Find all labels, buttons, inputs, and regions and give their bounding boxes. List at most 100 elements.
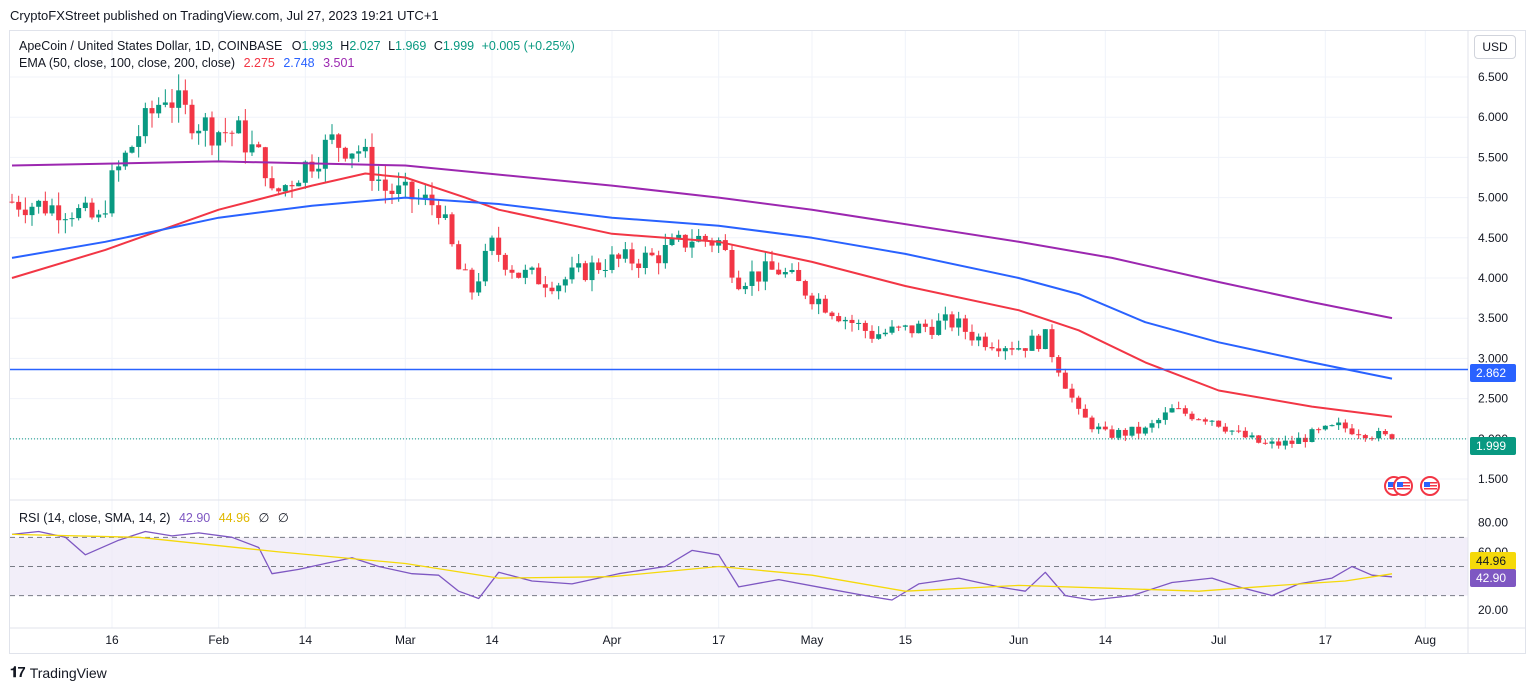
candle-body: [542, 284, 548, 288]
candle-body: [736, 277, 742, 290]
rsi-tag: 42.90: [1470, 569, 1516, 587]
candle-body: [1156, 419, 1162, 424]
candle-body: [76, 208, 82, 219]
ema-line-ema-200: [11, 160, 1393, 320]
candle-body: [1056, 357, 1062, 373]
candle-body: [336, 134, 342, 148]
candle-body: [1176, 408, 1182, 410]
price-tick-label: 2.500: [1478, 392, 1508, 406]
candle-body: [1282, 440, 1288, 446]
rsi-legend: RSI (14, close, SMA, 14, 2) 42.90 44.96 …: [19, 510, 289, 525]
candle-body: [849, 319, 855, 323]
candle-body: [1302, 437, 1308, 443]
candle-body: [1009, 348, 1015, 350]
change-value: +0.005 (+0.25%): [481, 39, 575, 53]
price-tick-label: 6.500: [1478, 70, 1508, 84]
candle-body: [142, 108, 148, 137]
candle-body: [1249, 435, 1255, 438]
time-tick-label: Mar: [395, 633, 416, 647]
candle-body: [9, 201, 15, 203]
candle-body: [96, 214, 102, 218]
candle-body: [856, 322, 862, 324]
candle-body: [862, 322, 868, 331]
candle-body: [1356, 434, 1362, 436]
symbol-legend: ApeCoin / United States Dollar, 1D, COIN…: [19, 39, 575, 53]
price-axis-ticks: 6.500 6.000 5.500 5.000 4.500 4.000 3.500 3.000…: [1478, 70, 1508, 486]
candle-body: [609, 254, 615, 270]
candle-body: [342, 147, 348, 159]
rsi-label: RSI (14, close, SMA, 14, 2): [19, 511, 171, 525]
candle-body: [1389, 434, 1395, 439]
ema100-value: 2.748: [283, 56, 315, 70]
candle-body: [649, 252, 655, 256]
price-tick-label: 5.500: [1478, 150, 1508, 164]
candle-body: [522, 269, 528, 278]
candle-body: [922, 323, 928, 327]
candle-body: [529, 267, 535, 270]
time-tick-label: Jun: [1009, 633, 1028, 647]
candle-body: [376, 179, 382, 181]
price-tick-label: 1.500: [1478, 472, 1508, 486]
ema-lines: [11, 160, 1393, 418]
us-flag-icon[interactable]: [1393, 476, 1413, 496]
candle-body: [509, 269, 515, 273]
currency-button[interactable]: USD: [1474, 35, 1516, 59]
candle-body: [976, 336, 982, 341]
candle-body: [622, 249, 628, 259]
candle-body: [409, 181, 415, 200]
open-value: 1.993: [301, 39, 333, 53]
candle-body: [556, 285, 562, 292]
candle-body: [1189, 413, 1195, 420]
candle-body: [496, 237, 502, 255]
tradingview-brand-name: TradingView: [29, 664, 107, 681]
candle-body: [1076, 397, 1082, 409]
hline-price-tag: 2.862: [1470, 364, 1516, 382]
candle-body: [909, 325, 915, 334]
candle-body: [489, 237, 495, 251]
candle-body: [162, 102, 168, 105]
chart-frame: [9, 30, 1526, 654]
candle-body: [502, 254, 508, 270]
candle-body: [776, 269, 782, 275]
close-value: 1.999: [442, 39, 475, 53]
candle-body: [1229, 430, 1235, 432]
price-tick-label: 6.000: [1478, 110, 1508, 124]
tradingview-mark-icon: 𝟏7: [10, 664, 26, 681]
candle-body: [656, 255, 662, 264]
rsi-tick-label: 20.00: [1478, 603, 1508, 617]
candle-body: [796, 269, 802, 282]
time-tick-label: 14: [485, 633, 499, 647]
tradingview-logo[interactable]: 𝟏7 TradingView: [10, 664, 107, 681]
candle-body: [69, 218, 75, 220]
price-tick-label: 3.500: [1478, 311, 1508, 325]
candle-body: [1002, 348, 1008, 352]
candle-body: [1296, 437, 1302, 444]
candle-body: [836, 316, 842, 322]
candle-body: [1289, 440, 1295, 444]
candle-body: [1036, 335, 1042, 350]
candle-body: [942, 314, 948, 321]
rsi-sma-value: 44.96: [218, 511, 250, 525]
candle-body: [316, 168, 322, 172]
candle-body: [62, 219, 68, 221]
candle-body: [569, 267, 575, 280]
candle-body: [1316, 429, 1322, 431]
candle-body: [396, 185, 402, 194]
low-label: L: [388, 39, 396, 53]
candle-body: [596, 262, 602, 271]
candle-body: [816, 298, 822, 305]
candle-body: [42, 200, 48, 214]
us-flag-icon[interactable]: [1420, 476, 1440, 496]
candle-body: [1069, 388, 1075, 398]
time-tick-label: 16: [105, 633, 119, 647]
candle-body: [276, 188, 282, 192]
candle-body: [149, 108, 155, 114]
candle-body: [729, 249, 735, 278]
candle-body: [402, 181, 408, 186]
candle-body: [249, 144, 255, 153]
candle-body: [282, 185, 288, 192]
candle-body: [1322, 425, 1328, 430]
candle-body: [842, 319, 848, 322]
candle-body: [82, 202, 88, 209]
